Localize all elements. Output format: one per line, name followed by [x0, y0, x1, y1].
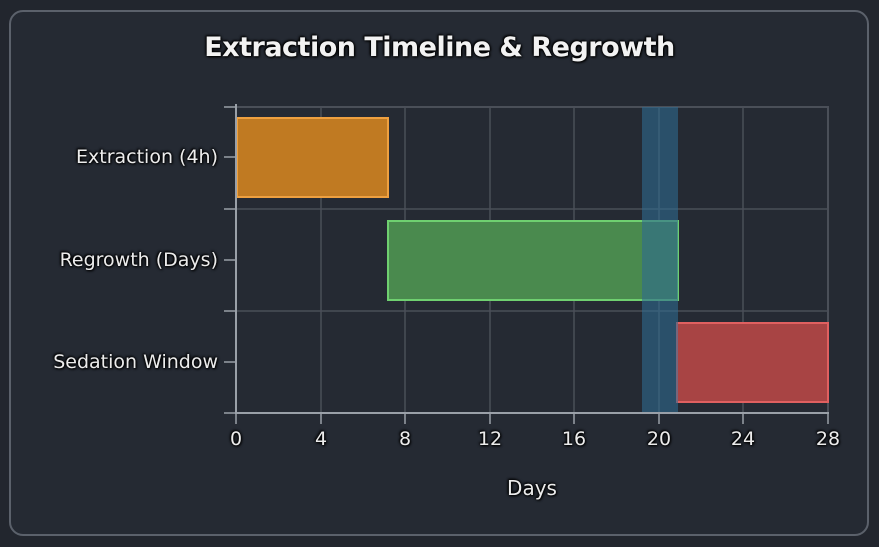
- bar-extraction[interactable]: [236, 117, 389, 198]
- y-label-extraction: Extraction (4h): [76, 146, 218, 168]
- x-tick-label: 8: [398, 428, 412, 450]
- highlight-band: [642, 107, 678, 413]
- x-ticks: [235, 413, 829, 424]
- x-tick-label: 24: [730, 428, 756, 450]
- chart-title: Extraction Timeline & Regrowth: [204, 32, 675, 63]
- x-tick-label: 4: [314, 428, 328, 450]
- bar-regrowth[interactable]: [387, 220, 679, 301]
- x-tick-label: 16: [561, 428, 587, 450]
- y-label-regrowth: Regrowth (Days): [59, 249, 218, 271]
- bar-sedation-window[interactable]: [676, 322, 829, 403]
- x-tick-label: 28: [815, 428, 841, 450]
- y-axis-labels: Extraction (4h) Regrowth (Days) Sedation…: [8, 0, 218, 547]
- y-label-sedation-window: Sedation Window: [53, 351, 218, 373]
- horizontal-gridlines: [236, 208, 828, 312]
- x-tick-label: 0: [229, 428, 243, 450]
- x-tick-label: 20: [646, 428, 672, 450]
- x-axis-label: Days: [507, 476, 557, 500]
- x-tick-label: 12: [477, 428, 503, 450]
- y-ticks: [224, 106, 236, 414]
